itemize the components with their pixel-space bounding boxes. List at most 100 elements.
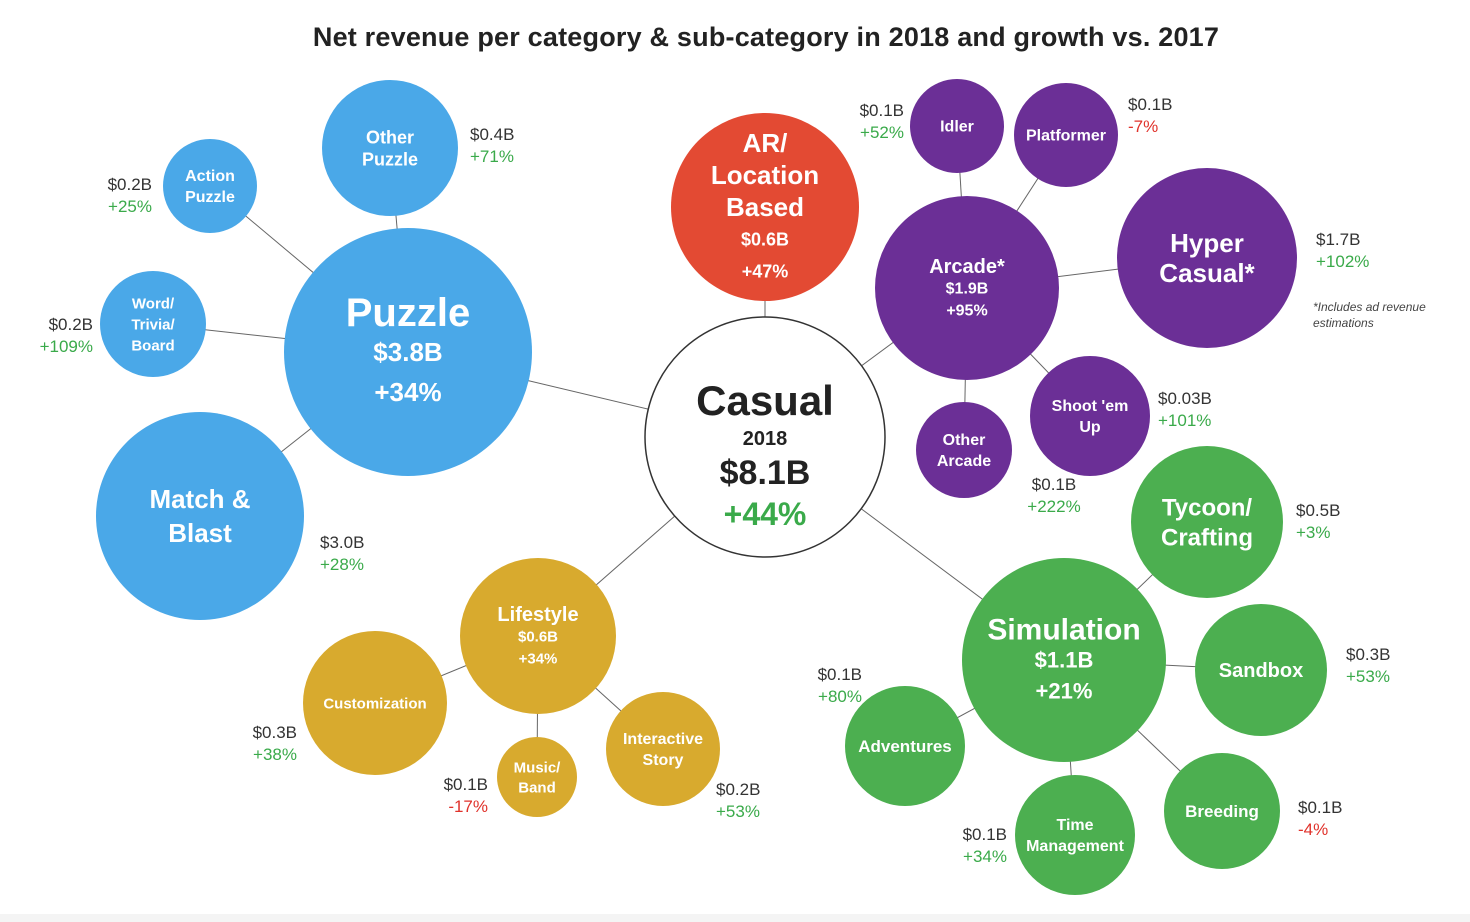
bubble-customization[interactable]: Customization [303, 631, 447, 775]
bubble-word-trivia-board[interactable]: Word/Trivia/Board [100, 271, 206, 377]
bubble-time-management-circle [1015, 775, 1135, 895]
bubble-time-management[interactable]: Time Management [1015, 775, 1135, 895]
bubble-shoot-em-up-line-0: Shoot 'em [1052, 398, 1129, 415]
label-action-puzzle: $0.2B +25% [108, 175, 152, 216]
bubble-center-casual[interactable]: Casual 2018 $8.1B +44% [644, 316, 886, 558]
label-shoot-em-up: $0.03B +101% [1158, 389, 1212, 430]
bubble-breeding[interactable]: Breeding [1164, 753, 1280, 869]
label-tycoon-crafting-growth: +3% [1296, 523, 1331, 542]
bubble-hyper-casual-line-0: Hyper [1170, 228, 1244, 258]
bubble-action-puzzle-circle [163, 139, 257, 233]
chart-title: Net revenue per category & sub-category … [312, 22, 1220, 52]
bubble-action-puzzle-line-0: Action [185, 168, 235, 185]
bubble-adventures[interactable]: Adventures [845, 686, 965, 806]
label-other-puzzle-value: $0.4B [470, 125, 514, 144]
label-hyper-casual: $1.7B +102% [1316, 230, 1369, 271]
bubble-word-trivia-board-line-1: Trivia/ [131, 316, 175, 333]
bubble-tycoon-crafting-line-0: Tycoon/ [1162, 494, 1253, 521]
bubble-tycoon-crafting-line-1: Crafting [1161, 524, 1253, 551]
bubble-other-puzzle-circle [322, 80, 458, 216]
bubble-shoot-em-up[interactable]: Shoot 'em Up [1030, 356, 1150, 476]
label-hyper-casual-value: $1.7B [1316, 230, 1360, 249]
bubble-idler-line-0: Idler [940, 119, 974, 136]
footer-strip [0, 914, 1470, 922]
bubble-center-circle [644, 316, 886, 558]
label-other-arcade-value: $0.1B [1032, 475, 1076, 494]
bubble-lifestyle-line-1: $0.6B [518, 628, 558, 645]
bubble-arcade-line-2: +95% [946, 303, 987, 320]
bubble-hyper-casual-circle [1117, 168, 1297, 348]
bubble-arcade[interactable]: Arcade* $1.9B +95% [875, 196, 1059, 380]
bubble-action-puzzle-line-1: Puzzle [185, 189, 235, 206]
bubble-idler-circle [910, 79, 1004, 173]
bubble-ar-line-3: $0.6B [741, 229, 789, 249]
center-growth: +44% [724, 496, 807, 532]
label-music-band-growth: -17% [448, 797, 488, 816]
bubble-sandbox[interactable]: Sandbox [1195, 604, 1327, 736]
bubble-puzzle[interactable]: Puzzle$3.8B +34% [284, 228, 532, 476]
bubble-breeding-circle [1164, 753, 1280, 869]
bubble-interactive-story-line-1: Story [643, 752, 684, 769]
label-adventures: $0.1B +80% [818, 665, 862, 706]
bubble-idler[interactable]: Idler [910, 79, 1004, 173]
center-name: Casual [696, 377, 834, 424]
bubble-puzzle-circle [284, 228, 532, 476]
label-platformer-growth: -7% [1128, 117, 1158, 136]
label-adventures-growth: +80% [818, 687, 862, 706]
bubble-other-arcade-line-0: Other [943, 432, 986, 449]
bubble-lifestyle[interactable]: Lifestyle $0.6B +34% [460, 558, 616, 714]
center-year: 2018 [743, 428, 788, 450]
bubble-breeding-line-0: Breeding [1185, 802, 1259, 821]
bubble-other-arcade[interactable]: Other Arcade [916, 402, 1012, 498]
bubble-music-band[interactable]: Music/Band [497, 737, 577, 817]
label-shoot-em-up-growth: +101% [1158, 411, 1211, 430]
bubble-time-management-line-1: Management [1026, 838, 1124, 855]
label-interactive-story-value: $0.2B [716, 780, 760, 799]
bubble-match-blast-circle [96, 412, 304, 620]
label-interactive-story: $0.2B +53% [716, 780, 760, 821]
label-action-puzzle-growth: +25% [108, 197, 152, 216]
label-word-trivia-board: $0.2B +109% [40, 315, 93, 356]
bubble-ar-line-0: AR/ [743, 128, 788, 158]
label-platformer: $0.1B -7% [1128, 95, 1172, 136]
label-time-management-growth: +34% [963, 847, 1007, 866]
bubble-customization-line-0: Customization [323, 695, 426, 712]
label-breeding-value: $0.1B [1298, 798, 1342, 817]
bubble-ar-line-2: Based [726, 192, 804, 222]
bubble-simulation-circle [962, 558, 1166, 762]
bubble-other-arcade-circle [916, 402, 1012, 498]
bubble-ar-line-1: Location [711, 160, 819, 190]
bubble-time-management-line-0: Time [1056, 817, 1093, 834]
bubble-action-puzzle[interactable]: Action Puzzle [163, 139, 257, 233]
label-customization: $0.3B +38% [253, 723, 297, 764]
bubble-match-blast[interactable]: Match & Blast [96, 412, 304, 620]
bubble-lifestyle-line-2: +34% [519, 650, 558, 667]
bubble-simulation[interactable]: Simulation$1.1B +21% [962, 558, 1166, 762]
bubble-arcade-line-1: $1.9B [946, 281, 989, 298]
bubble-puzzle-line-2: +34% [374, 377, 441, 407]
bubble-match-blast-line-1: Blast [168, 518, 232, 548]
label-idler-value: $0.1B [860, 101, 904, 120]
bubble-shoot-em-up-line-1: Up [1079, 419, 1101, 436]
bubble-interactive-story[interactable]: Interactive Story [606, 692, 720, 806]
bubbles: Puzzle$3.8B+34%AR/LocationBased$0.6B+47%… [40, 79, 1390, 895]
bubble-simulation-line-1: $1.1B [1035, 648, 1094, 673]
label-time-management: $0.1B +34% [963, 825, 1007, 866]
label-breeding: $0.1B -4% [1298, 798, 1342, 839]
bubble-lifestyle-circle [460, 558, 616, 714]
label-tycoon-crafting-value: $0.5B [1296, 501, 1340, 520]
label-sandbox-value: $0.3B [1346, 645, 1390, 664]
bubble-customization-circle [303, 631, 447, 775]
bubble-other-puzzle-line-0: Other [366, 127, 414, 147]
bubble-platformer[interactable]: Platformer [1014, 83, 1118, 187]
bubble-tycoon-crafting[interactable]: Tycoon/Crafting [1131, 446, 1283, 598]
label-sandbox: $0.3B +53% [1346, 645, 1390, 686]
bubble-simulation-line-0: Simulation [987, 614, 1140, 647]
bubble-ar-circle [671, 113, 859, 301]
bubble-adventures-circle [845, 686, 965, 806]
